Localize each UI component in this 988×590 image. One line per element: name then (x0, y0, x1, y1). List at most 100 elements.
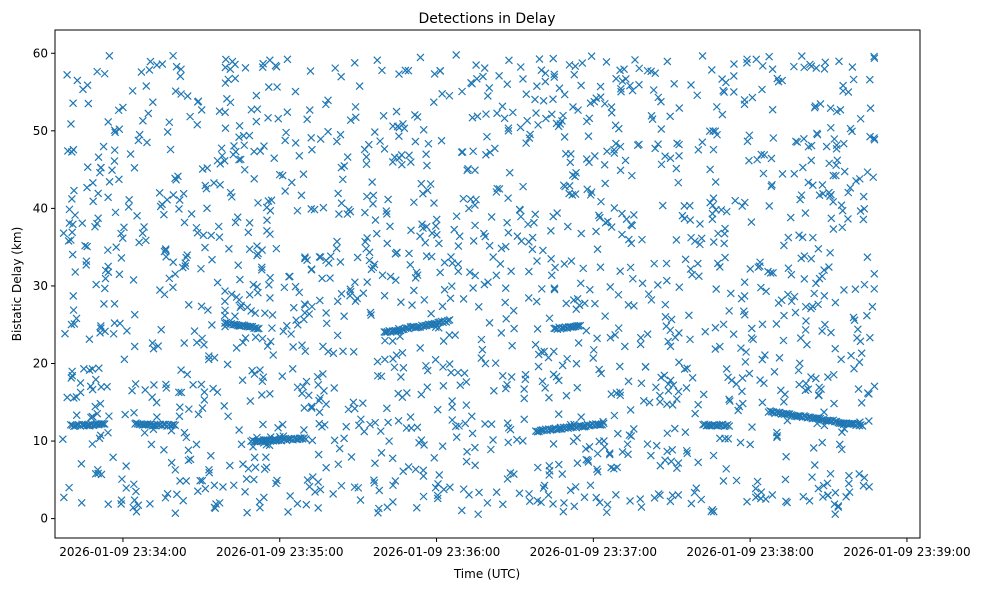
scatter-point (655, 391, 664, 400)
scatter-point (620, 65, 628, 74)
scatter-point (445, 360, 454, 369)
scatter-point (346, 285, 355, 294)
scatter-point (709, 451, 718, 460)
scatter-point (420, 441, 429, 449)
scatter-point (383, 503, 392, 512)
scatter-point (593, 449, 602, 458)
scatter-point (586, 99, 595, 108)
scatter-point (711, 345, 720, 353)
scatter-point (810, 289, 819, 298)
scatter-point (433, 405, 442, 414)
scatter-point (647, 295, 656, 304)
scatter-point (409, 286, 418, 295)
scatter-point (260, 465, 269, 474)
scatter-point (439, 381, 448, 390)
plot-area (54, 29, 921, 539)
scatter-point (335, 444, 344, 453)
scatter-point (194, 97, 203, 106)
scatter-point (844, 215, 852, 223)
scatter-point (851, 285, 860, 294)
scatter-point (125, 195, 134, 204)
scatter-point (509, 306, 518, 315)
scatter-point (713, 421, 722, 430)
scatter-point (712, 285, 721, 293)
scatter-point (231, 312, 239, 321)
scatter-point (140, 428, 149, 437)
scatter-point (719, 476, 728, 485)
scatter-point (616, 267, 625, 276)
scatter-point (497, 244, 506, 253)
scatter-point (109, 453, 118, 462)
scatter-point (360, 208, 369, 217)
scatter-point (70, 186, 78, 195)
scatter-point (307, 265, 316, 274)
scatter-point (768, 490, 777, 499)
scatter-point (810, 103, 819, 112)
scatter-point (483, 498, 492, 507)
scatter-point (108, 166, 116, 175)
scatter-point (177, 366, 185, 374)
scatter-point (570, 502, 579, 511)
scatter-point (324, 96, 332, 105)
scatter-point (824, 491, 832, 500)
scatter-point (404, 463, 413, 471)
scatter-point (524, 220, 532, 229)
scatter-point (596, 82, 605, 91)
scatter-point (175, 196, 184, 205)
scatter-point (259, 420, 267, 429)
scatter-point (796, 334, 805, 342)
scatter-point (300, 308, 309, 317)
scatter-point (846, 183, 855, 192)
scatter-point (204, 352, 213, 360)
scatter-point (129, 480, 138, 489)
scatter-point (725, 395, 734, 404)
scatter-point (298, 389, 306, 398)
scatter-point (354, 483, 363, 492)
scatter-point (71, 268, 80, 276)
scatter-point (253, 251, 261, 260)
scatter-point (186, 455, 195, 464)
scatter-point (261, 436, 270, 444)
scatter-point (221, 306, 229, 315)
scatter-point (814, 300, 823, 309)
scatter-point (547, 110, 556, 119)
scatter-point (698, 138, 707, 147)
scatter-point (422, 222, 431, 231)
scatter-point (574, 338, 583, 347)
scatter-point (104, 500, 113, 509)
scatter-point (775, 353, 784, 362)
scatter-point (192, 440, 201, 449)
scatter-point (480, 280, 489, 289)
scatter-point (258, 334, 267, 343)
scatter-point (781, 475, 790, 484)
scatter-point (244, 228, 253, 237)
scatter-point (554, 410, 563, 419)
scatter-point (686, 265, 695, 273)
scatter-point (140, 223, 148, 231)
scatter-point (104, 428, 112, 437)
scatter-point (399, 467, 408, 476)
scatter-point (498, 500, 507, 509)
scatter-point (769, 134, 778, 142)
scatter-point (300, 404, 309, 412)
scatter-point (263, 342, 272, 351)
scatter-point (518, 436, 527, 445)
scatter-point (855, 421, 864, 430)
scatter-point (351, 102, 360, 111)
scatter-point (870, 382, 879, 391)
scatter-point (521, 375, 530, 384)
scatter-point (756, 283, 765, 292)
scatter-point (391, 477, 400, 485)
scatter-point (221, 79, 230, 88)
scatter-point (141, 386, 150, 394)
scatter-point (227, 192, 236, 201)
scatter-point (165, 274, 174, 283)
scatter-point (742, 58, 751, 67)
scatter-point (459, 194, 468, 203)
scatter-point (657, 373, 666, 382)
scatter-point (693, 91, 702, 100)
scatter-point (93, 409, 102, 418)
scatter-point (201, 484, 210, 493)
scatter-point (778, 169, 787, 178)
scatter-point (417, 179, 426, 188)
